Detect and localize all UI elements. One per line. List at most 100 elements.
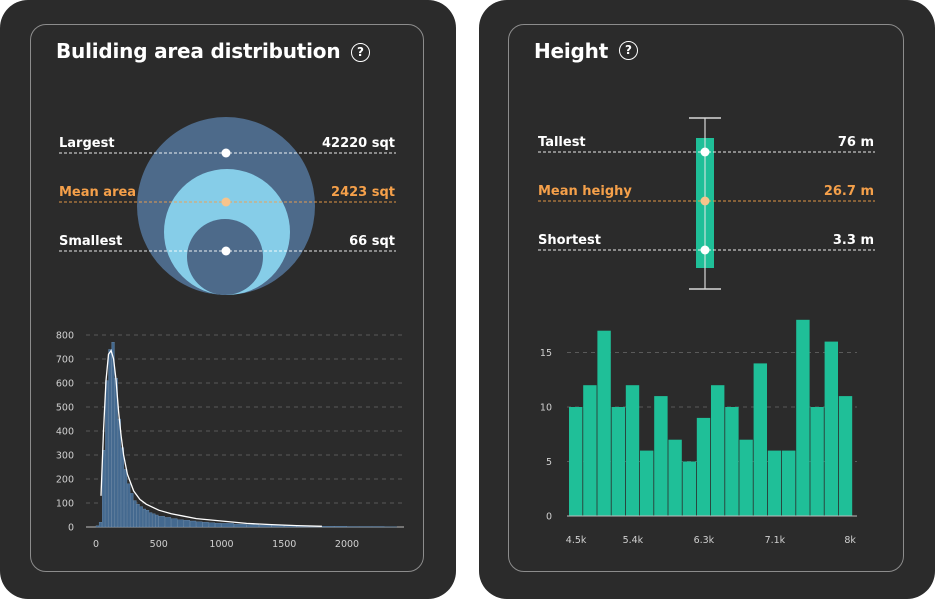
histogram-bar <box>711 385 725 516</box>
y-tick-label: 600 <box>56 379 74 390</box>
histogram-bar <box>202 522 209 528</box>
histogram-bar <box>767 450 782 516</box>
histogram-bar <box>583 385 597 516</box>
histogram-bar <box>183 520 190 528</box>
histogram-bar <box>149 512 153 528</box>
histogram-bar <box>597 330 611 516</box>
histogram-bar <box>682 461 696 516</box>
histogram-bar <box>258 524 272 528</box>
stat-marker-dot <box>700 147 710 157</box>
histogram-bar <box>171 518 178 528</box>
stat-marker-dot <box>221 197 231 207</box>
histogram-bar <box>117 418 121 528</box>
histogram-bar <box>124 469 128 528</box>
histogram-bar <box>139 506 143 528</box>
histogram-bar <box>120 447 125 528</box>
question-circle-icon[interactable]: ? <box>619 41 638 60</box>
stat-value: 42220 sqt <box>322 136 395 151</box>
height-charts: Tallest 76 m Mean heighy 26.7 m Shortest 3.3 … <box>538 117 875 546</box>
smallest-area-circle <box>187 219 263 295</box>
x-tick-label: 1500 <box>272 539 296 550</box>
x-tick-label: 7.1k <box>765 535 786 546</box>
stat-value: 3.3 m <box>833 233 874 248</box>
y-tick-label: 300 <box>56 451 74 462</box>
height-title: Height <box>534 39 609 63</box>
histogram-bar <box>145 510 150 528</box>
y-tick-label: 500 <box>56 403 74 414</box>
y-tick-label: 5 <box>546 457 552 468</box>
histogram-bar <box>136 504 140 528</box>
histogram-bar <box>739 439 753 516</box>
y-tick-label: 700 <box>56 355 74 366</box>
x-tick-label: 8k <box>844 535 856 546</box>
histogram-bar <box>164 517 172 528</box>
stat-marker-dot <box>700 196 710 206</box>
y-tick-label: 200 <box>56 475 74 486</box>
histogram-bar <box>155 514 159 528</box>
y-tick-label: 800 <box>56 331 74 342</box>
area-charts: Largest 42220 sqt Mean area 2423 sqt Smalles… <box>56 117 404 550</box>
histogram-bar <box>158 516 165 528</box>
x-tick-label: 6.3k <box>694 535 715 546</box>
histogram-bar <box>796 319 810 516</box>
stat-label: Smallest <box>59 234 122 249</box>
area-panel: Buliding area distribution ? Largest 4222… <box>0 0 456 599</box>
stat-label: Mean heighy <box>538 184 632 199</box>
histogram-bar <box>127 483 131 528</box>
histogram-bar <box>105 380 109 528</box>
histogram-bar <box>569 407 583 516</box>
area-title: Buliding area distribution <box>56 39 341 63</box>
stat-label: Largest <box>59 136 115 151</box>
stat-label: Mean area <box>59 185 136 200</box>
y-tick-label: 100 <box>56 499 74 510</box>
histogram-bar <box>640 450 654 516</box>
height-panel: Height ? Tallest 76 m Mean heighy 26.7 m Sho… <box>479 0 935 599</box>
histogram-bar <box>824 341 838 516</box>
histogram-bar <box>111 342 115 528</box>
histogram-bar <box>208 522 216 528</box>
histogram-bar <box>177 519 184 528</box>
histogram-bar <box>725 407 739 516</box>
stat-marker-dot <box>700 245 710 255</box>
histogram-bar <box>233 523 247 528</box>
stat-label: Shortest <box>538 233 601 248</box>
area-card: Buliding area distribution ? <box>30 24 424 572</box>
histogram-bar <box>108 349 112 528</box>
stat-marker-dot <box>221 148 231 158</box>
x-tick-label: 5.4k <box>623 535 644 546</box>
histogram-bar <box>189 520 197 528</box>
histogram-bar <box>753 363 767 516</box>
x-tick-label: 500 <box>150 539 168 550</box>
density-curve <box>100 349 322 527</box>
stat-value: 76 m <box>838 135 874 150</box>
histogram-bar <box>95 525 99 528</box>
histogram-bar <box>668 439 682 516</box>
histogram-bar <box>625 385 640 516</box>
histogram-bar <box>133 500 137 528</box>
histogram-bar <box>221 523 234 528</box>
x-tick-label: 1000 <box>209 539 233 550</box>
histogram-bar <box>321 526 335 528</box>
stat-label: Tallest <box>538 135 586 150</box>
histogram-bar <box>611 407 625 516</box>
question-circle-icon[interactable]: ? <box>351 43 370 62</box>
y-tick-label: 10 <box>540 403 552 414</box>
histogram-bar <box>102 450 106 528</box>
histogram-bar <box>810 407 824 516</box>
x-tick-label: 2000 <box>335 539 359 550</box>
histogram-bar <box>696 417 711 516</box>
histogram-bar <box>130 493 134 528</box>
stat-value: 26.7 m <box>824 184 874 199</box>
stat-marker-dot <box>221 246 231 256</box>
y-tick-label: 400 <box>56 427 74 438</box>
histogram-bar <box>838 396 853 516</box>
histogram-bar <box>215 522 222 528</box>
histogram-bar <box>782 450 796 516</box>
histogram-bar <box>246 524 259 528</box>
histogram-bar <box>334 526 347 528</box>
histogram-bar <box>654 396 668 516</box>
stat-value: 66 sqt <box>349 234 395 249</box>
histogram-bar <box>152 513 156 528</box>
x-tick-label: 0 <box>93 539 99 550</box>
y-tick-label: 0 <box>68 523 74 534</box>
